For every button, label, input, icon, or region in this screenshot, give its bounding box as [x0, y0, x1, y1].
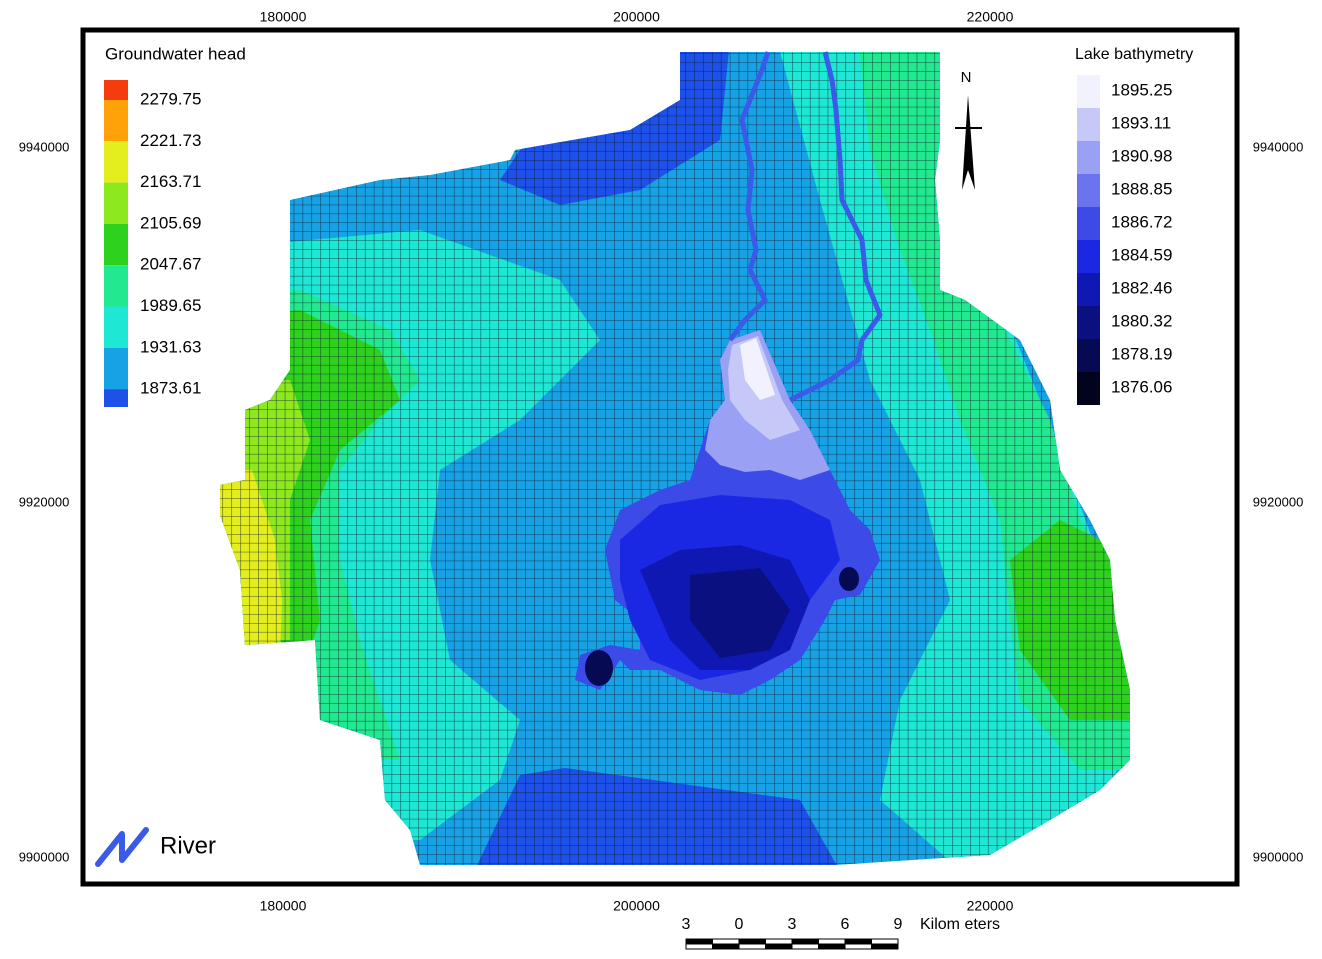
legend-swatch	[104, 265, 128, 307]
scale-label: 9	[894, 916, 903, 933]
rivers	[728, 51, 883, 403]
scale-bar-segment	[712, 938, 740, 945]
river	[728, 51, 771, 342]
y-tick-label: 9920000	[19, 494, 70, 509]
scale-label: 3	[682, 916, 691, 933]
scale-bar-segment	[844, 938, 872, 945]
legend-swatch	[104, 347, 128, 390]
river-legend-icon	[95, 827, 149, 867]
lake-depth	[839, 567, 859, 591]
scale-label: 3	[788, 916, 797, 933]
x-tick-label: 180000	[260, 9, 307, 25]
scale-bar-segment	[791, 938, 819, 945]
legend-swatch	[1077, 306, 1100, 339]
lake-depth	[740, 338, 775, 400]
legend-swatch	[104, 141, 128, 183]
legend-swatch	[104, 182, 128, 224]
north-arrow: N	[955, 69, 982, 190]
legend-label: 1873.61	[140, 379, 201, 398]
lake-depth	[585, 650, 613, 686]
legend-swatch	[1077, 240, 1100, 273]
x-tick-label: 200000	[613, 9, 660, 25]
scale-bar-segment	[738, 943, 766, 950]
legend-swatch	[104, 80, 128, 100]
legend-swatch	[104, 389, 128, 407]
legend-swatch	[1077, 108, 1100, 141]
legend-label: 1884.59	[1111, 245, 1172, 264]
north-arrow-shape	[962, 95, 975, 190]
scale-bar-segment	[712, 943, 740, 950]
scale-bar-segment	[738, 938, 766, 945]
legend-label: 2221.73	[140, 131, 201, 150]
legend-swatch	[1077, 75, 1100, 108]
legend-swatch	[1077, 372, 1100, 405]
scale-bar-segment	[685, 938, 713, 945]
legend-swatch	[1077, 273, 1100, 306]
legend-label: 1931.63	[140, 337, 201, 356]
scale-bar-segment	[818, 943, 846, 950]
lake	[575, 330, 880, 695]
y-tick-label: 9920000	[1253, 494, 1304, 509]
scale-bar-segment	[765, 938, 793, 945]
legend-label: 1895.25	[1111, 80, 1172, 99]
y-tick-label: 9940000	[1253, 139, 1304, 154]
legend-swatch	[1077, 141, 1100, 174]
x-tick-label: 220000	[967, 9, 1014, 25]
scale-bar-segment	[871, 938, 899, 945]
legend-label: 1893.11	[1111, 113, 1171, 132]
scale-label: 6	[841, 916, 850, 933]
legend-label: 1878.19	[1111, 344, 1172, 363]
legend-label: 1886.72	[1111, 212, 1172, 231]
scale-bar-segment	[818, 938, 846, 945]
legend-swatch	[104, 306, 128, 348]
scale-label: 0	[735, 916, 744, 933]
scale-bar-segment	[765, 943, 793, 950]
legend-swatch	[1077, 339, 1100, 372]
legend-swatch	[1077, 207, 1100, 240]
scale-unit: Kilom eters	[920, 916, 1000, 933]
river-legend-label: River	[160, 832, 216, 859]
scale-bar-segment	[871, 943, 899, 950]
legend-label: 1882.46	[1111, 278, 1172, 297]
legend-swatch	[1077, 174, 1100, 207]
legend-label: 1888.85	[1111, 179, 1172, 198]
legend-label: 2279.75	[140, 89, 201, 108]
legend-label: 1890.98	[1111, 146, 1172, 165]
x-tick-label: 200000	[613, 898, 660, 914]
scale-bar-segment	[685, 943, 713, 950]
river	[788, 51, 883, 403]
y-tick-label: 9900000	[1253, 849, 1304, 864]
groundwater-surface	[220, 52, 1130, 865]
legend-label: 1880.32	[1111, 311, 1172, 330]
scale-bar: 3 0 3 6 9	[682, 916, 903, 950]
x-tick-label: 220000	[967, 898, 1014, 914]
groundwater-legend-title: Groundwater head	[105, 44, 246, 63]
legend-swatch	[104, 100, 128, 142]
legend-label: 2105.69	[140, 213, 201, 232]
scale-bar-segment	[791, 943, 819, 950]
scale-bar-segment	[844, 943, 872, 950]
legend-label: 1876.06	[1111, 377, 1172, 396]
legend-label: 2047.67	[140, 255, 201, 274]
x-tick-label: 180000	[260, 898, 307, 914]
lake-legend-title: Lake bathymetry	[1075, 46, 1193, 63]
lake-depth	[690, 568, 790, 658]
y-tick-label: 9900000	[19, 849, 70, 864]
y-tick-label: 9940000	[19, 139, 70, 154]
legend-label: 1989.65	[140, 296, 201, 315]
legend-label: 2163.71	[140, 172, 201, 191]
north-label: N	[961, 69, 972, 86]
legend-swatch	[104, 223, 128, 266]
